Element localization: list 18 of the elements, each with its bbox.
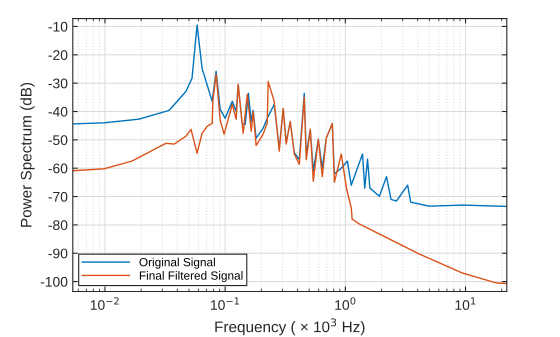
y-tick-label: -10 <box>48 22 68 32</box>
y-tick-label: -20 <box>48 50 68 60</box>
y-tick-label: -100 <box>40 276 68 287</box>
legend-label: Original Signal <box>139 258 215 269</box>
legend-label: Final Filtered Signal <box>140 271 242 282</box>
y-tick-label: -90 <box>48 248 68 258</box>
x-tick-label: 10$^{−1}$ <box>211 297 239 310</box>
y-tick-label: -50 <box>48 135 68 146</box>
y-axis-title: Power Spectrum (dB) <box>20 82 35 227</box>
x-tick-label: 10$^{0}$ <box>335 297 356 310</box>
x-tick-label: 10$^{1}$ <box>455 297 476 310</box>
y-tick-label: -60 <box>48 164 68 174</box>
x-tick-label: 10$^{−2}$ <box>90 297 119 310</box>
x-axis-title: Frequency ( × 10$^{3}$ Hz) <box>215 318 364 336</box>
y-tick-label: -30 <box>48 78 68 88</box>
y-tick-label: -80 <box>48 220 68 230</box>
y-tick-label: -70 <box>48 192 68 202</box>
y-tick-label: -40 <box>48 106 68 117</box>
